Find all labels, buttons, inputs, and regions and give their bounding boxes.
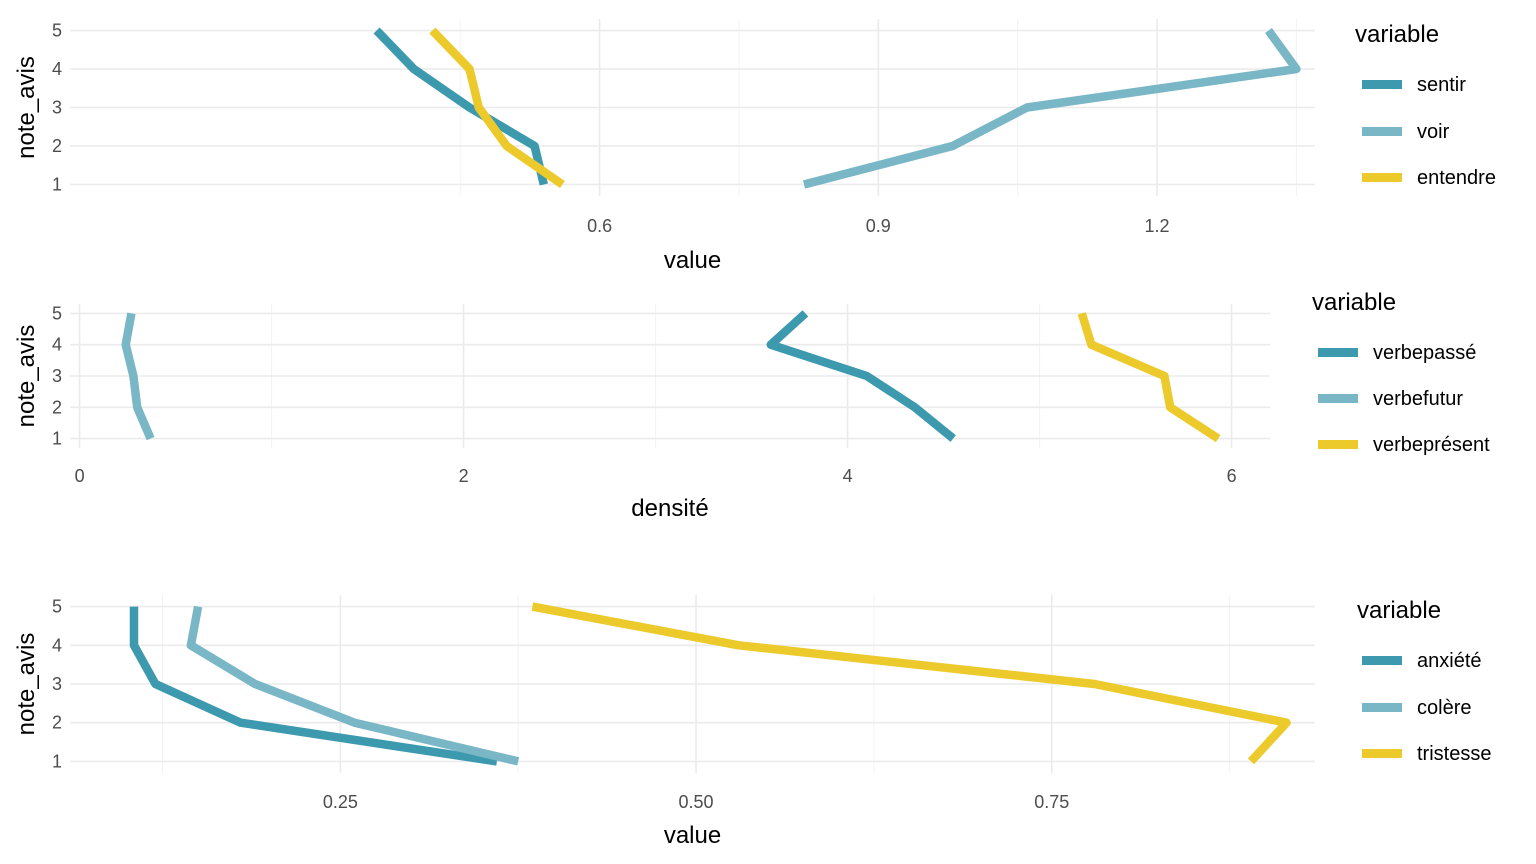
y-tick-label: 3 (52, 98, 62, 118)
y-axis-title: note_avis (13, 56, 40, 159)
legend-swatch-sentir (1362, 80, 1402, 89)
series-line-verbepassé (766, 310, 956, 442)
legend-label-entendre: entendre (1417, 167, 1496, 189)
y-tick-label: 3 (52, 674, 62, 694)
legend-title: variable (1355, 21, 1439, 48)
legend-swatch-entendre (1362, 173, 1402, 182)
series-line-colère (186, 605, 520, 766)
legend-swatch-verbefutur (1318, 394, 1358, 403)
chart-panel-1: 0.6 0.9 1.2 1 2 3 4 5 value note_avis variable sent… (13, 19, 1496, 274)
x-tick-label: 0.9 (866, 216, 891, 236)
legend-swatch-verbeprésent (1318, 440, 1358, 449)
chart-panel-3: 0.25 0.50 0.75 1 2 3 4 5 value note_avis variable a… (13, 595, 1491, 849)
y-tick-label: 5 (52, 21, 62, 41)
legend-label-colère: colère (1417, 697, 1471, 719)
x-axis-title: densité (631, 495, 708, 522)
y-axis-title: note_avis (13, 633, 40, 736)
x-tick-label: 6 (1227, 466, 1237, 486)
legend-swatch-verbepassé (1318, 348, 1358, 357)
x-tick-label: 0.25 (323, 792, 358, 812)
legend-swatch-colère (1362, 703, 1402, 712)
legend-label-anxiété: anxiété (1417, 650, 1482, 672)
y-tick-label: 2 (52, 397, 62, 417)
legend-label-verbeprésent: verbeprésent (1373, 434, 1490, 456)
legend: variable anxiété colère tristesse (1357, 597, 1491, 765)
y-tick-label: 3 (52, 366, 62, 386)
y-tick-label: 4 (52, 59, 62, 79)
series-line-tristesse (531, 602, 1291, 765)
legend-swatch-anxiété (1362, 656, 1402, 665)
legend-label-verbepassé: verbepassé (1373, 342, 1476, 364)
legend-label-tristesse: tristesse (1417, 743, 1491, 765)
y-tick-label: 5 (52, 303, 62, 323)
x-tick-label: 4 (843, 466, 853, 486)
y-tick-label: 2 (52, 136, 62, 156)
y-tick-label: 2 (52, 713, 62, 733)
series-line-verbeprésent (1077, 312, 1221, 443)
legend: variable sentir voir entendre (1355, 21, 1496, 189)
y-tick-label: 4 (52, 635, 62, 655)
legend-label-verbefutur: verbefutur (1373, 388, 1463, 410)
series-line-anxiété (129, 606, 498, 766)
series-line-sentir (373, 27, 548, 186)
x-tick-label: 0.6 (587, 216, 612, 236)
y-axis-title: note_avis (13, 325, 40, 428)
legend-label-sentir: sentir (1417, 74, 1466, 96)
y-tick-label: 1 (52, 174, 62, 194)
series-line-entendre (429, 27, 565, 188)
x-tick-label: 0.75 (1034, 792, 1069, 812)
x-tick-label: 0.50 (679, 792, 714, 812)
legend-title: variable (1357, 597, 1441, 624)
y-tick-label: 4 (52, 335, 62, 355)
x-axis-title: value (664, 822, 721, 849)
y-tick-label: 5 (52, 597, 62, 617)
series-line-verbefutur (121, 312, 155, 441)
legend-swatch-tristesse (1362, 749, 1402, 758)
y-tick-label: 1 (52, 751, 62, 771)
x-tick-label: 0 (75, 466, 85, 486)
legend-label-voir: voir (1417, 121, 1450, 143)
x-axis-title: value (664, 247, 721, 274)
y-tick-label: 1 (52, 429, 62, 449)
legend-title: variable (1312, 289, 1396, 316)
chart-panel-2: 0 2 4 6 1 2 3 4 5 densité note_avis variable verbepa… (13, 289, 1490, 522)
x-tick-label: 2 (459, 466, 469, 486)
x-tick-label: 1.2 (1145, 216, 1170, 236)
series-line-voir (802, 28, 1301, 189)
legend: variable verbepassé verbefutur verbeprésent (1312, 289, 1490, 456)
legend-swatch-voir (1362, 127, 1402, 136)
